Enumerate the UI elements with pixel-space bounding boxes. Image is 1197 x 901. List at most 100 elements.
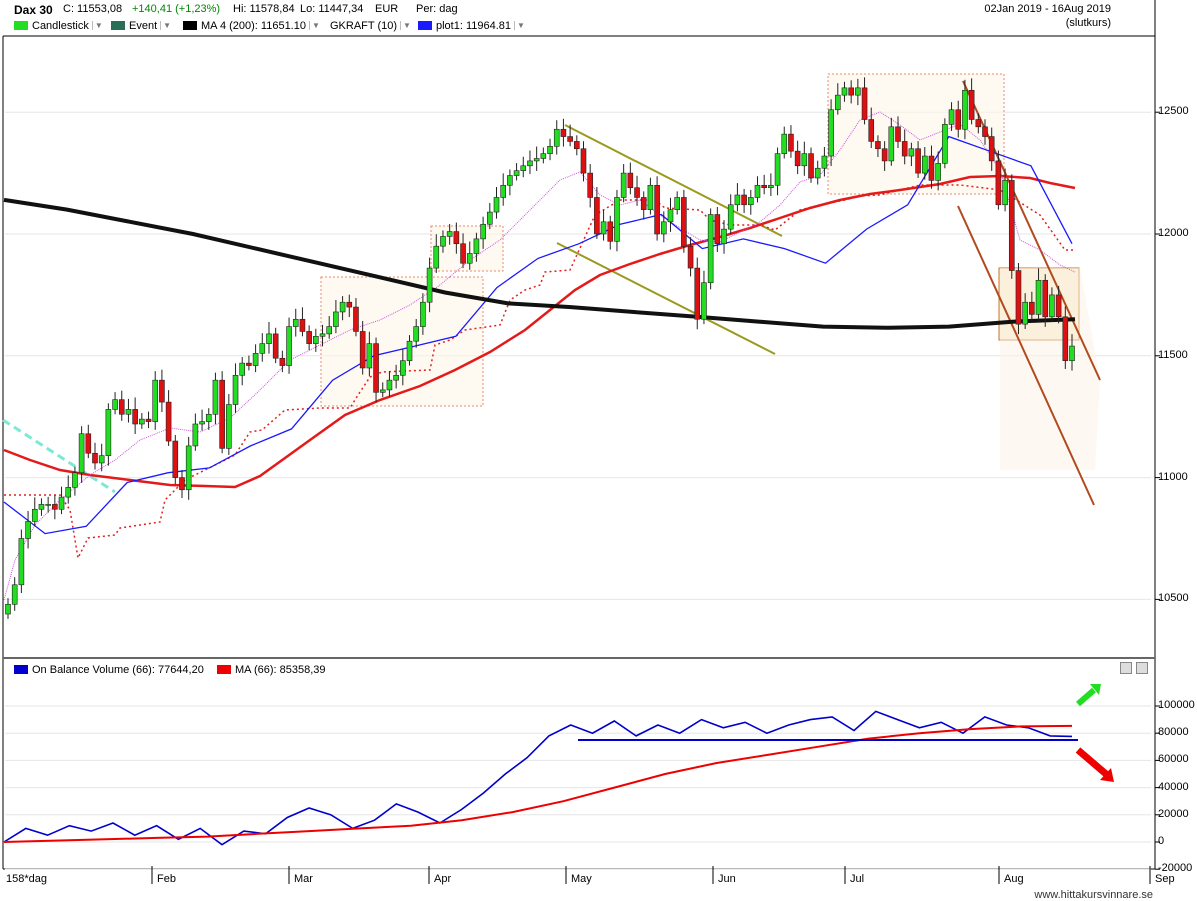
candle-body (901, 141, 908, 157)
candle-body (145, 418, 152, 422)
candle-body (915, 148, 921, 174)
settings-icon[interactable] (1120, 662, 1132, 674)
candle-body (975, 119, 982, 128)
candle-body (968, 89, 975, 120)
candle-body (406, 340, 413, 361)
legend-gkraft-label: GKRAFT (10) (330, 19, 398, 32)
candle-body (212, 379, 219, 415)
candle-body (346, 301, 353, 308)
legend-ma4[interactable]: MA 4 (200): 11651.10 ▼ (183, 19, 320, 32)
candle-body (125, 409, 132, 415)
candle-body (199, 421, 205, 425)
candle-body (741, 194, 747, 206)
candle-body (1022, 301, 1028, 325)
candle-body (714, 214, 721, 245)
candle-body (259, 343, 266, 354)
candle-body (5, 603, 11, 615)
candle-body (1062, 316, 1069, 361)
candle-body (38, 504, 45, 510)
obv-ma-swatch (217, 665, 231, 674)
candle-body (527, 160, 533, 167)
candle-body (734, 194, 741, 206)
candle-body (875, 141, 881, 150)
y-tick-label: 10500 (1158, 592, 1189, 605)
candle-body (660, 221, 667, 235)
candle-body (246, 362, 252, 366)
y-tick-label: 40000 (1158, 780, 1189, 793)
candle-body (433, 245, 440, 269)
candle-body (721, 228, 727, 245)
candle-body (132, 409, 138, 425)
obv-ma-line (3, 724, 1073, 843)
ma4-swatch (183, 21, 197, 30)
candle-body (580, 148, 587, 174)
y-tick-label: 100000 (1158, 699, 1195, 711)
dropdown-icon[interactable]: ▼ (91, 21, 103, 30)
legend-candlestick-label: Candlestick (32, 19, 89, 32)
date-range: 02Jan 2019 - 16Aug 2019 (984, 3, 1111, 15)
symbol-title: Dax 30 (14, 3, 53, 17)
period-label: Per: dag (416, 3, 458, 15)
candle-body (513, 170, 520, 176)
candle-body (988, 136, 995, 162)
candle-body (487, 211, 493, 225)
candle-body (888, 126, 895, 162)
obv-swatch (14, 665, 28, 674)
legend-event[interactable]: Event ▼ (111, 19, 171, 32)
candle-body (701, 282, 707, 320)
candle-body (45, 504, 51, 506)
y-tick-label: 11000 (1158, 470, 1188, 483)
candle-body (453, 231, 460, 245)
candle-body (473, 238, 480, 254)
candle-body (955, 109, 962, 130)
change-value: +140,41 (+1,23%) (132, 3, 221, 15)
candle-body (393, 374, 399, 381)
dropdown-icon[interactable]: ▼ (400, 21, 411, 30)
candle-body (687, 245, 694, 269)
candle-body (179, 477, 185, 491)
candle-body (547, 146, 553, 154)
ma200-black-line (3, 197, 1076, 330)
candle-body (205, 413, 212, 422)
candle-body (674, 197, 680, 210)
legend-obv[interactable]: On Balance Volume (66): 77644,20 (14, 663, 204, 676)
close-pane-icon[interactable] (1136, 662, 1148, 674)
chart-header: Dax 30 C: 11553,08 +140,41 (+1,23%) Hi: … (0, 0, 1155, 36)
dropdown-icon[interactable]: ▼ (160, 21, 171, 30)
candle-body (567, 136, 573, 142)
legend-plot1[interactable]: plot1: 11964.81 ▼ (418, 19, 525, 32)
candle-body (379, 389, 386, 393)
candle-body (761, 184, 767, 189)
legend-gkraft[interactable]: GKRAFT (10) ▼ (330, 19, 411, 32)
candle-body (65, 487, 72, 498)
candle-body (962, 89, 968, 130)
y-tick-label: 12500 (1158, 105, 1189, 118)
candle-body (788, 133, 794, 152)
x-tick-label: Aug (1004, 873, 1024, 885)
candle-body (808, 153, 814, 179)
candle-body (821, 155, 828, 169)
candle-body (11, 584, 18, 605)
candle-body (540, 153, 547, 159)
consolidation-box (320, 276, 484, 407)
candle-body (306, 331, 312, 344)
low-value: Lo: 11447,34 (300, 3, 364, 15)
candle-body (446, 231, 453, 237)
obv-pane (3, 710, 1078, 846)
legend-plot1-label: plot1: 11964.81 (436, 19, 512, 32)
candle-body (834, 94, 841, 111)
x-tick-label: Apr (434, 873, 452, 885)
legend-obv-ma[interactable]: MA (66): 85358,39 (217, 663, 326, 676)
axis-tick-marks (151, 111, 1160, 884)
dropdown-icon[interactable]: ▼ (308, 21, 320, 30)
candle-body (707, 214, 714, 284)
dropdown-icon[interactable]: ▼ (514, 21, 525, 30)
candle-body (1029, 301, 1035, 315)
red-down-arrow-icon (1075, 747, 1114, 782)
candle-body (286, 326, 292, 366)
candle-body (78, 433, 85, 474)
candle-body (72, 472, 78, 488)
candle-body (533, 158, 540, 162)
legend-candlestick[interactable]: Candlestick ▼ (14, 19, 103, 32)
